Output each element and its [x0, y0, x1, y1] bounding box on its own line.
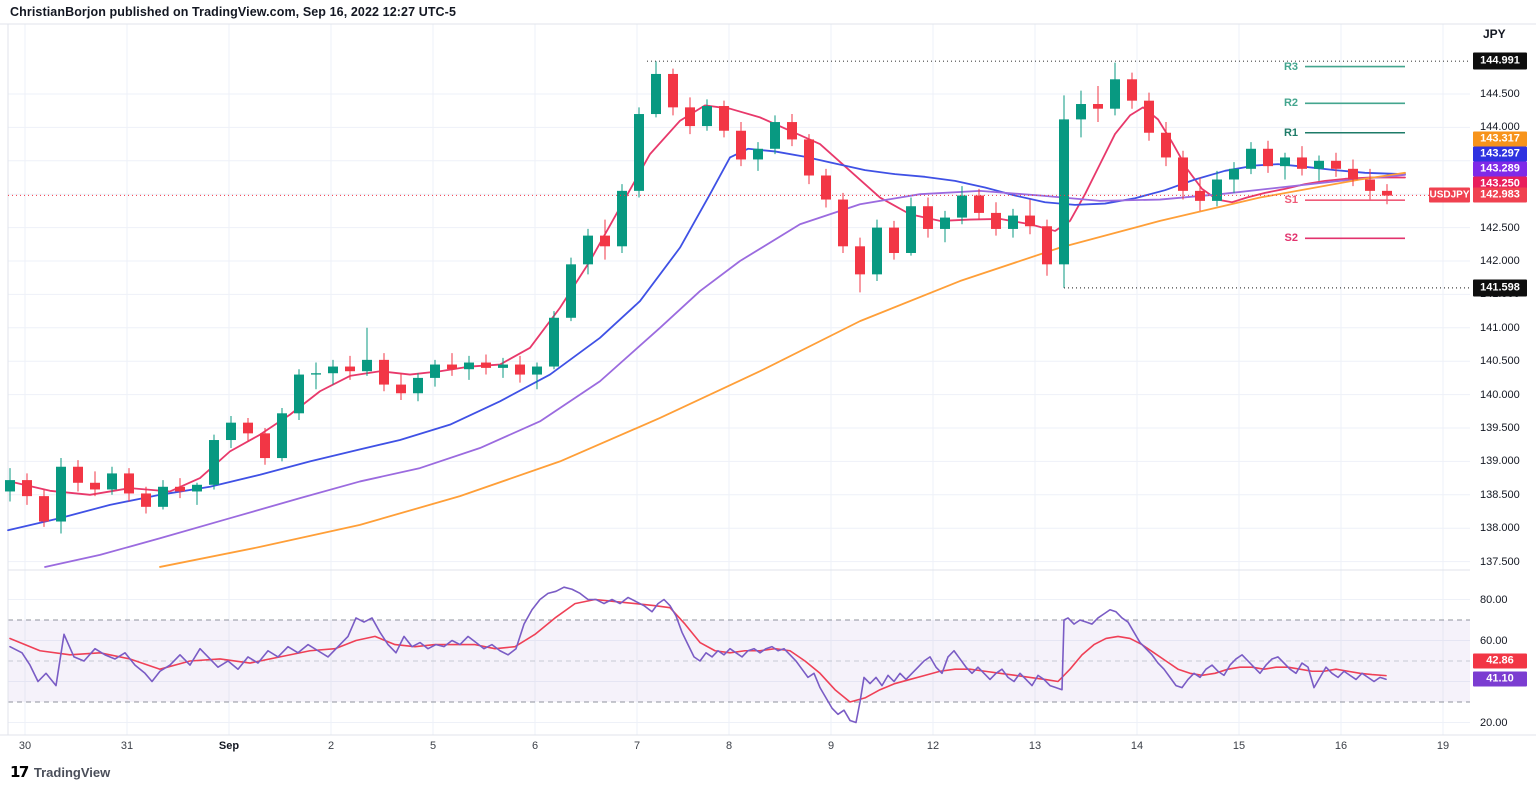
pivot-label-r3: R3 — [1283, 60, 1298, 73]
time-tick-2: 2 — [327, 740, 335, 752]
ma-purple-price-label: 143.289 — [1473, 161, 1527, 177]
pivot-label-s2: S2 — [1284, 232, 1298, 245]
price-tick: 139.000 — [1480, 455, 1520, 468]
pivot-label-r2: R2 — [1283, 97, 1298, 110]
time-tick-sep: Sep — [218, 740, 240, 752]
ma-pink-price-label: 143.250 — [1473, 176, 1527, 192]
time-tick-16: 16 — [1334, 740, 1348, 752]
price-tick: 142.000 — [1480, 255, 1520, 267]
time-tick-8: 8 — [725, 740, 733, 752]
time-tick-31: 31 — [120, 740, 134, 752]
ma-blue — [7, 147, 1406, 532]
price-tick: 144.000 — [1480, 121, 1520, 134]
ma-blue-price-label: 143.297 — [1473, 146, 1527, 162]
ma-orange — [159, 171, 1406, 568]
price-tick: 138.500 — [1480, 488, 1520, 501]
time-tick-30: 30 — [18, 740, 32, 752]
time-tick-15: 15 — [1232, 740, 1246, 752]
time-tick-13: 13 — [1028, 740, 1042, 752]
tradingview-attribution[interactable]: 17 TradingView — [10, 763, 110, 781]
price-tick: 139.500 — [1480, 422, 1520, 434]
publish-header: ChristianBorjon published on TradingView… — [10, 5, 456, 19]
price-tick: 137.500 — [1480, 555, 1520, 568]
rsi-tick: 20.00 — [1480, 716, 1508, 729]
time-tick-6: 6 — [531, 740, 539, 752]
ma-fast-red — [9, 104, 1406, 496]
last-price-label: 142.983 — [1473, 187, 1527, 203]
currency-axis-label: JPY — [1483, 27, 1506, 41]
high-price-label: 144.991 — [1473, 52, 1527, 70]
time-tick-19: 19 — [1436, 740, 1450, 752]
rsi-tick: 60.00 — [1480, 634, 1508, 647]
ma-orange-price-label: 143.317 — [1473, 131, 1527, 147]
price-tick: 140.000 — [1480, 388, 1520, 401]
rsi-tick: 80.00 — [1480, 593, 1508, 606]
pivot-label-s1: S1 — [1284, 194, 1298, 207]
tradingview-brand-text: TradingView — [33, 764, 111, 780]
time-tick-12: 12 — [926, 740, 940, 752]
ma-purple — [44, 173, 1406, 568]
price-tick: 138.000 — [1480, 522, 1520, 535]
price-tick: 142.500 — [1480, 221, 1520, 234]
symbol-tag: USDJPY — [1429, 187, 1470, 203]
price-tick: 140.500 — [1480, 355, 1520, 368]
time-tick-14: 14 — [1130, 740, 1144, 752]
pivot-label-r1: R1 — [1283, 126, 1298, 139]
price-tick: 141.000 — [1480, 321, 1520, 334]
time-tick-5: 5 — [429, 740, 437, 752]
time-tick-9: 9 — [827, 740, 835, 752]
rsi-value-label: 41.10 — [1473, 671, 1527, 687]
rsi-ma-value-label: 42.86 — [1473, 653, 1527, 669]
rsi-line — [9, 586, 1387, 724]
time-tick-7: 7 — [633, 740, 641, 752]
tradingview-logo-icon: 17 — [10, 763, 29, 781]
price-tick: 144.500 — [1480, 88, 1520, 100]
low-price-label: 141.598 — [1473, 279, 1527, 297]
